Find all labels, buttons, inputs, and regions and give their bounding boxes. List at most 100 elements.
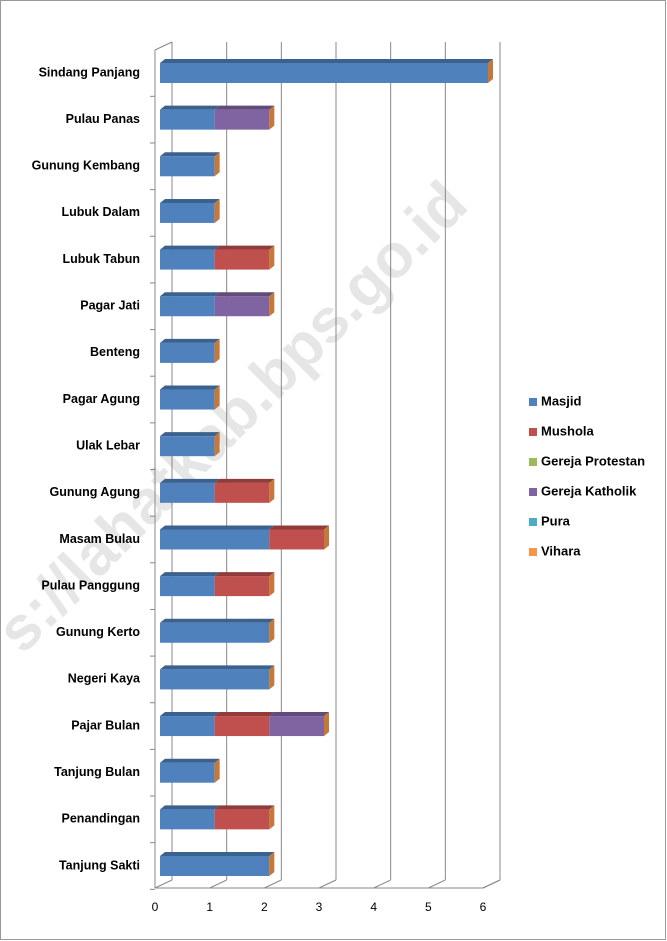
bar-top xyxy=(214,805,275,810)
y-tick-label: Pajar Bulan xyxy=(71,718,140,732)
bar-side xyxy=(269,572,275,597)
bar-side xyxy=(324,525,329,550)
tick-mark xyxy=(428,879,446,889)
bar-top xyxy=(269,712,329,717)
bar-top xyxy=(160,105,220,110)
legend-label: Gereja Protestan xyxy=(541,453,645,468)
bar-top xyxy=(160,292,220,297)
legend-swatch xyxy=(529,518,537,526)
tick-mark xyxy=(373,879,391,889)
bar-segment xyxy=(160,389,215,410)
bar-side xyxy=(269,665,275,690)
y-tick-label: Pulau Panggung xyxy=(41,578,140,592)
tick-mark xyxy=(154,879,173,889)
legend-swatch xyxy=(529,488,537,496)
bar-segment xyxy=(160,63,488,83)
bar-top xyxy=(160,338,220,343)
bar-top xyxy=(214,712,275,717)
bar-top xyxy=(160,618,275,623)
bar-segment xyxy=(269,716,324,737)
tick-mark xyxy=(318,879,337,889)
bar-top xyxy=(160,152,220,157)
bar-segment xyxy=(160,296,215,317)
legend-label: Pura xyxy=(541,513,571,528)
y-tick-label: Lubuk Tabun xyxy=(62,252,140,266)
bar-side xyxy=(269,852,275,876)
bar-top xyxy=(160,385,220,390)
bar-side xyxy=(269,245,275,270)
bar-segment xyxy=(214,482,270,503)
y-tick-label: Gunung Agung xyxy=(50,485,140,499)
bar-top xyxy=(160,59,493,63)
legend-label: Gereja Katholik xyxy=(541,483,637,498)
bar-segment xyxy=(160,716,215,737)
bar-segment xyxy=(160,669,270,690)
bar-segment xyxy=(214,716,270,737)
bar-top xyxy=(160,805,220,810)
y-tick-label: Tanjung Bulan xyxy=(54,765,140,779)
bar-segment xyxy=(160,249,215,270)
y-tick-label: Pagar Jati xyxy=(80,299,140,313)
y-tick-label: Lubuk Dalam xyxy=(62,205,141,219)
tick-mark xyxy=(482,879,501,889)
tick-mark xyxy=(264,879,282,889)
bar-segment xyxy=(160,529,270,550)
bar-side xyxy=(214,152,220,177)
bar-top xyxy=(214,572,275,577)
tick-mark xyxy=(209,879,227,889)
bar-segment xyxy=(160,342,215,363)
bar-side xyxy=(214,198,220,223)
bar-side xyxy=(214,432,220,457)
bar-side xyxy=(214,758,220,783)
bar-segment xyxy=(160,622,270,643)
bar-segment xyxy=(160,576,215,597)
bar-segment xyxy=(214,249,270,270)
y-tick-label: Tanjung Sakti xyxy=(59,858,140,872)
y-tick-label: Pulau Panas xyxy=(66,112,140,126)
x-tick-label: 5 xyxy=(425,900,432,914)
bar-segment xyxy=(214,576,270,597)
legend-label: Mushola xyxy=(541,423,594,438)
legend-swatch xyxy=(529,458,537,466)
legend-swatch xyxy=(529,548,537,556)
bar-side xyxy=(269,478,275,503)
bar-top xyxy=(160,712,220,717)
bar-top xyxy=(160,758,220,763)
legend-label: Vihara xyxy=(541,543,581,558)
bar-segment xyxy=(214,296,270,317)
x-tick-label: 4 xyxy=(370,900,377,914)
bar-top xyxy=(214,105,275,110)
bar-top xyxy=(160,665,275,670)
bar-segment xyxy=(160,109,215,130)
y-tick-label: Gunung Kerto xyxy=(56,625,140,639)
y-tick-label: Penandingan xyxy=(62,812,140,826)
bar-segment xyxy=(160,156,215,177)
legend-swatch xyxy=(529,398,537,406)
bar-top xyxy=(269,525,329,530)
y-tick-label: Pagar Agung xyxy=(63,392,140,406)
legend-label: Masjid xyxy=(541,393,582,408)
bar-side xyxy=(269,292,275,317)
bar-side xyxy=(488,59,493,83)
bar-side xyxy=(269,105,275,130)
y-tick-label: Gunung Kembang xyxy=(32,159,140,173)
bar-top xyxy=(214,292,275,297)
x-tick-label: 0 xyxy=(152,900,159,914)
axis-line xyxy=(154,41,173,51)
bar-side xyxy=(214,338,220,363)
bar-top xyxy=(214,478,275,483)
bar-segment xyxy=(160,482,215,503)
bar-top xyxy=(160,245,220,250)
bar-segment xyxy=(269,529,324,550)
y-tick-label: Benteng xyxy=(90,345,140,359)
bar-top xyxy=(160,478,220,483)
bar-top xyxy=(160,852,275,856)
bar-segment xyxy=(160,762,215,783)
y-tick-label: Ulak Lebar xyxy=(76,438,140,452)
bar-segment xyxy=(214,109,270,130)
bar-side xyxy=(324,712,329,737)
bar-top xyxy=(214,245,275,250)
y-tick-label: Negeri Kaya xyxy=(68,672,141,686)
